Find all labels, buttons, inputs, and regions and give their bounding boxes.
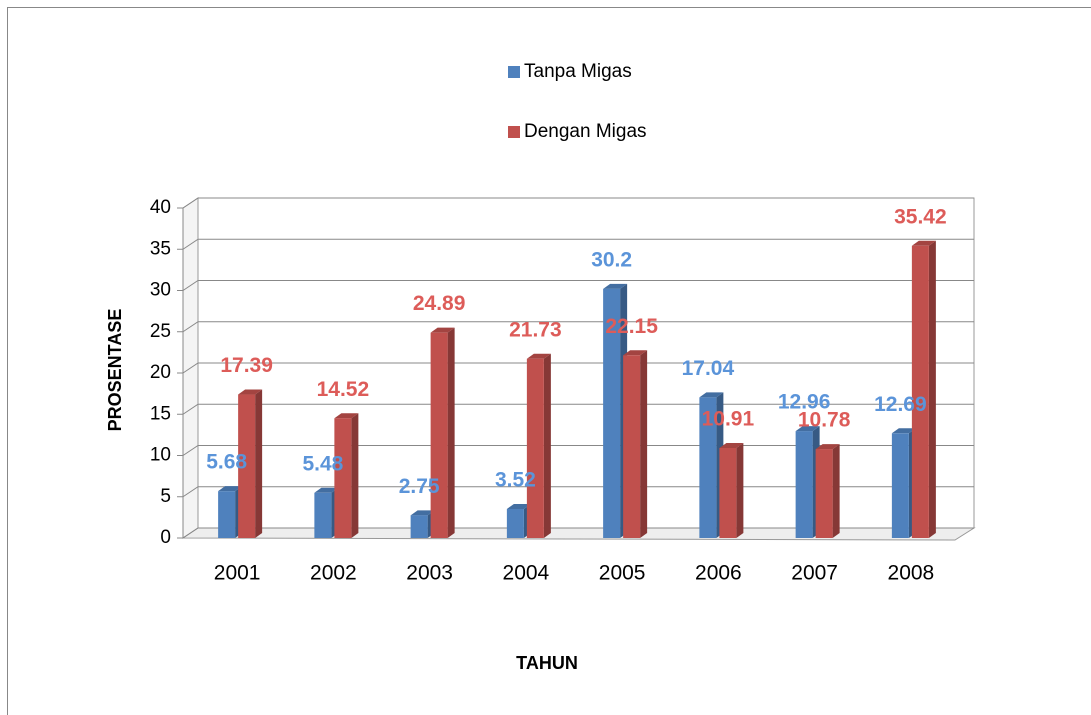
bar-side: [447, 327, 455, 538]
bar-side: [832, 444, 840, 538]
data-label: 17.39: [220, 354, 273, 377]
y-tick-label: 5: [160, 486, 171, 507]
bar-top: [603, 283, 628, 289]
bar: [218, 491, 236, 538]
bar: [891, 433, 909, 538]
y-tick-label: 0: [160, 527, 171, 548]
x-tick-label: 2005: [599, 562, 646, 585]
bar-side: [543, 353, 551, 538]
bar-side: [351, 413, 359, 538]
data-label: 17.04: [682, 357, 735, 380]
bar-top: [911, 240, 936, 246]
data-label: 12.96: [778, 391, 831, 414]
data-label: 30.2: [591, 248, 632, 271]
grid-line: [182, 362, 974, 374]
data-label: 12.69: [874, 393, 927, 416]
x-tick-label: 2008: [888, 562, 935, 585]
bar: [911, 245, 929, 538]
grid-line: [182, 280, 974, 291]
bar: [623, 355, 641, 538]
bar: [526, 358, 544, 538]
bar: [506, 508, 524, 538]
bar-side: [640, 350, 648, 538]
data-label: 3.52: [495, 469, 536, 492]
data-label: 2.75: [399, 475, 440, 498]
x-tick-label: 2001: [214, 562, 261, 585]
bar-top: [410, 510, 435, 516]
x-tick-label: 2002: [310, 562, 357, 585]
bar: [699, 397, 717, 538]
bar: [410, 515, 428, 538]
bar: [795, 431, 813, 538]
bar-side: [736, 442, 744, 538]
data-label: 10.91: [702, 408, 755, 431]
bar: [334, 418, 352, 538]
bar-top: [430, 327, 455, 333]
bar-side: [928, 240, 936, 538]
bar-top: [238, 389, 263, 395]
data-label: 5.68: [206, 451, 247, 474]
x-axis-title: TAHUN: [516, 653, 578, 673]
y-tick-label: 40: [150, 197, 171, 218]
bar: [314, 492, 332, 538]
bar-top: [795, 426, 820, 432]
grid-line: [182, 321, 974, 333]
bar-top: [719, 442, 744, 448]
data-label: 10.78: [798, 409, 851, 432]
y-tick-label: 15: [150, 403, 171, 424]
legend-swatch: [508, 66, 520, 78]
x-tick-label: 2003: [406, 562, 453, 585]
y-tick-label: 30: [150, 280, 171, 301]
legend-label: Tanpa Migas: [524, 61, 632, 82]
bar-top: [526, 353, 551, 359]
x-tick-label: 2004: [503, 562, 550, 585]
x-tick-label: 2007: [791, 562, 838, 585]
x-tick-label: 2006: [695, 562, 742, 585]
bar: [430, 332, 448, 538]
bar-side: [255, 389, 263, 538]
data-label: 24.89: [413, 292, 466, 315]
y-tick-label: 20: [150, 362, 171, 383]
bar-top: [623, 350, 648, 356]
bar-top: [891, 428, 916, 434]
legend-swatch: [508, 126, 520, 138]
legend-label: Dengan Migas: [524, 121, 647, 142]
bar-top: [334, 413, 359, 419]
data-label: 5.48: [302, 452, 343, 475]
y-tick-label: 10: [150, 445, 171, 466]
bar: [603, 288, 621, 538]
data-label: 22.15: [605, 315, 658, 338]
bar-top: [314, 487, 339, 493]
bar: [815, 449, 833, 538]
grid-line: [182, 238, 974, 250]
y-tick-label: 35: [150, 238, 171, 259]
bar-top: [506, 503, 531, 509]
grid-line: [182, 197, 974, 209]
bar-top: [699, 392, 724, 398]
data-label: 21.73: [509, 318, 562, 341]
bar-top: [815, 444, 840, 450]
bar: [719, 447, 737, 538]
y-tick-label: 25: [150, 321, 171, 342]
floor: [181, 527, 976, 541]
data-label: 35.42: [894, 205, 947, 228]
bar-top: [218, 486, 243, 492]
data-label: 14.52: [317, 378, 370, 401]
y-axis-title: PROSENTASE: [105, 309, 125, 432]
bar: [238, 394, 256, 538]
